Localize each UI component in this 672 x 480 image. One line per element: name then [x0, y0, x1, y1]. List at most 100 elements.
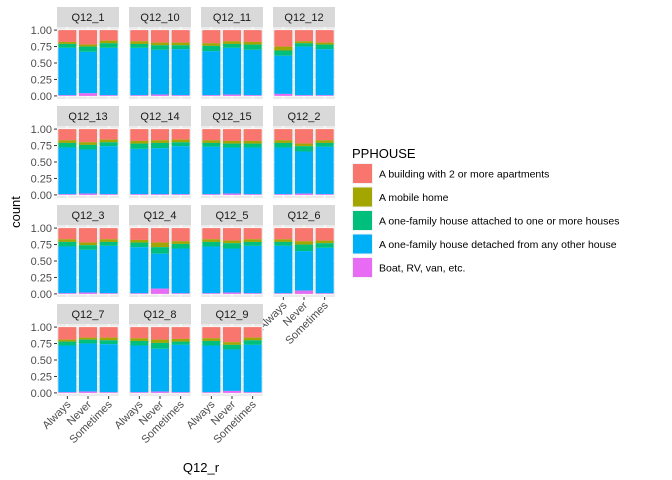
bar-segment	[223, 243, 241, 249]
bar-segment	[58, 241, 77, 247]
legend-label: A building with 2 or more apartments	[379, 169, 549, 181]
legend-entry: A one-family house attached to one or mo…	[352, 210, 619, 231]
bar-segment	[223, 240, 241, 244]
bar-segment	[151, 288, 169, 294]
legend: PPHOUSE A building with 2 or more apartm…	[352, 146, 619, 278]
bar-segment	[79, 142, 97, 145]
bar-segment	[202, 239, 221, 242]
bar-segment	[171, 241, 190, 244]
bar-segment	[171, 194, 190, 195]
bar-segment	[79, 242, 97, 246]
facet-strip-label: Q12_2	[287, 111, 320, 123]
bar-segment	[315, 30, 334, 43]
bar-segment	[315, 247, 334, 294]
legend-title: PPHOUSE	[352, 146, 416, 161]
bar-segment	[223, 30, 241, 42]
bar-segment	[315, 293, 334, 294]
bar-segment	[243, 95, 262, 96]
bar-segment	[79, 93, 97, 96]
bar-segment	[315, 49, 334, 96]
bar-segment	[79, 30, 97, 45]
bar-segment	[79, 343, 97, 392]
bar-segment	[58, 41, 77, 44]
legend-label: Boat, RV, van, etc.	[379, 263, 465, 275]
bar-segment	[315, 240, 334, 244]
bar-segment	[223, 47, 241, 95]
facet-strip-label: Q12_8	[143, 309, 176, 321]
bar-segment	[58, 194, 77, 195]
bar-segment	[243, 241, 262, 246]
bar-segment	[58, 246, 77, 294]
bar-segment	[295, 241, 313, 245]
bar-segment	[243, 337, 262, 341]
bar-segment	[202, 241, 221, 247]
facet-strip	[201, 304, 263, 324]
bar-segment	[79, 144, 97, 150]
facet-strip	[57, 106, 119, 126]
bar-segment	[130, 247, 149, 294]
bar-segment	[171, 42, 190, 46]
bar-segment	[223, 143, 241, 148]
bar-segment	[58, 228, 77, 240]
bar-segment	[202, 95, 221, 96]
bar-segment	[223, 349, 241, 391]
bar-segment	[151, 391, 169, 393]
y-tick-label: 0.25	[31, 371, 52, 383]
bar-segment	[151, 140, 169, 143]
bar-segment	[151, 142, 169, 149]
bar-segment	[151, 129, 169, 141]
legend-swatch	[353, 164, 372, 183]
bar-segment	[99, 139, 118, 143]
facet-strip-label: Q12_4	[143, 210, 176, 222]
bar-segment	[202, 194, 221, 195]
bar-segment	[171, 45, 190, 50]
bar-segment	[58, 147, 77, 195]
bar-segment	[58, 30, 77, 42]
bar-segment	[79, 337, 97, 340]
bar-segment	[130, 392, 149, 393]
legend-entry: Boat, RV, van, etc.	[352, 257, 465, 278]
bar-segment	[151, 42, 169, 46]
bar-segment	[99, 30, 118, 41]
facet-panel: Q12_10	[129, 7, 191, 99]
bar-segment	[130, 242, 149, 248]
facet-strip-label: Q12_13	[68, 111, 107, 123]
bar-segment	[274, 293, 293, 294]
bar-segment	[151, 94, 169, 96]
bar-segment	[202, 30, 221, 44]
facet-strip-label: Q12_10	[140, 12, 179, 24]
y-tick-label: 0.25	[31, 173, 52, 185]
facet-strip-label: Q12_12	[284, 12, 323, 24]
bar-segment	[79, 228, 97, 243]
bar-segment	[99, 392, 118, 393]
bar-segment	[130, 43, 149, 48]
bar-segment	[58, 95, 77, 96]
bar-segment	[202, 146, 221, 195]
y-tick-label: 0.75	[31, 141, 52, 153]
facet-strip-label: Q12_6	[287, 210, 320, 222]
facet-strip-label: Q12_9	[215, 309, 248, 321]
bar-segment	[99, 228, 118, 240]
bar-segment	[223, 342, 241, 345]
bar-segment	[79, 51, 97, 94]
bar-segment	[58, 339, 77, 342]
bar-segment	[243, 344, 262, 393]
bar-segment	[171, 146, 190, 195]
bar-segment	[243, 147, 262, 195]
facet-strip	[129, 205, 191, 225]
bar-segment	[151, 30, 169, 43]
facet-strip-label: Q12_1	[71, 12, 104, 24]
y-tick-label: 0.25	[31, 272, 52, 284]
bar-segment	[315, 44, 334, 50]
bar-segment	[223, 129, 241, 141]
bar-segment	[274, 239, 293, 242]
bar-segment	[243, 49, 262, 96]
facet-strip	[57, 7, 119, 27]
bar-segment	[202, 293, 221, 294]
bar-segment	[274, 228, 293, 240]
bar-segment	[130, 95, 149, 96]
bar-segment	[130, 143, 149, 149]
bar-segment	[295, 244, 313, 252]
y-tick-label: 0.75	[31, 240, 52, 252]
bar-segment	[202, 327, 221, 339]
